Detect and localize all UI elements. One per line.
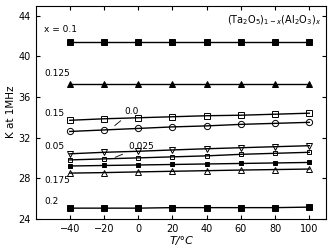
- Text: 0.05: 0.05: [44, 142, 64, 151]
- Text: 0.125: 0.125: [44, 69, 70, 78]
- Text: x = 0.1: x = 0.1: [44, 25, 77, 35]
- Y-axis label: K at 1MHz: K at 1MHz: [6, 86, 16, 138]
- Text: (Ta$_2$O$_5$)$_{1-x}$(Al$_2$O$_3$)$_x$: (Ta$_2$O$_5$)$_{1-x}$(Al$_2$O$_3$)$_x$: [227, 14, 321, 27]
- Text: 0.2: 0.2: [44, 197, 58, 206]
- X-axis label: T/°C: T/°C: [169, 236, 193, 246]
- Text: 0.175: 0.175: [44, 176, 70, 185]
- Text: 0.0: 0.0: [115, 107, 139, 126]
- Text: 0.15: 0.15: [44, 109, 64, 118]
- Text: 0.025: 0.025: [115, 142, 154, 157]
